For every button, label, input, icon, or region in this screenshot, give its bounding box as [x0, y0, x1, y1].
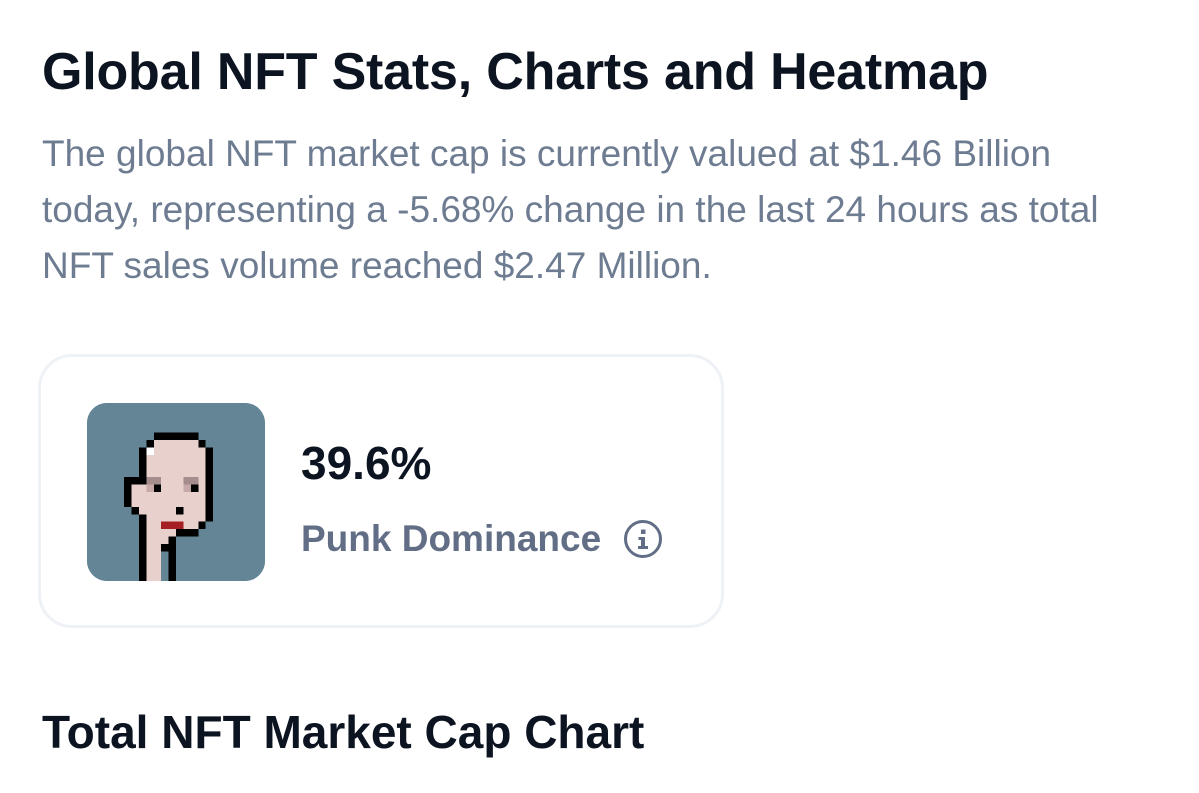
- cryptopunk-avatar-icon: [87, 403, 265, 581]
- punk-dominance-label: Punk Dominance: [301, 518, 602, 559]
- page-title: Global NFT Stats, Charts and Heatmap: [42, 43, 989, 101]
- punk-dominance-card: 39.6% Punk Dominance: [38, 354, 724, 628]
- info-icon[interactable]: [623, 519, 663, 559]
- punk-dominance-value: 39.6%: [301, 437, 432, 489]
- punk-dominance-label-row: Punk Dominance: [301, 515, 663, 563]
- market-summary-text: The global NFT market cap is currently v…: [42, 133, 1099, 286]
- section-title-market-cap-chart: Total NFT Market Cap Chart: [42, 706, 645, 758]
